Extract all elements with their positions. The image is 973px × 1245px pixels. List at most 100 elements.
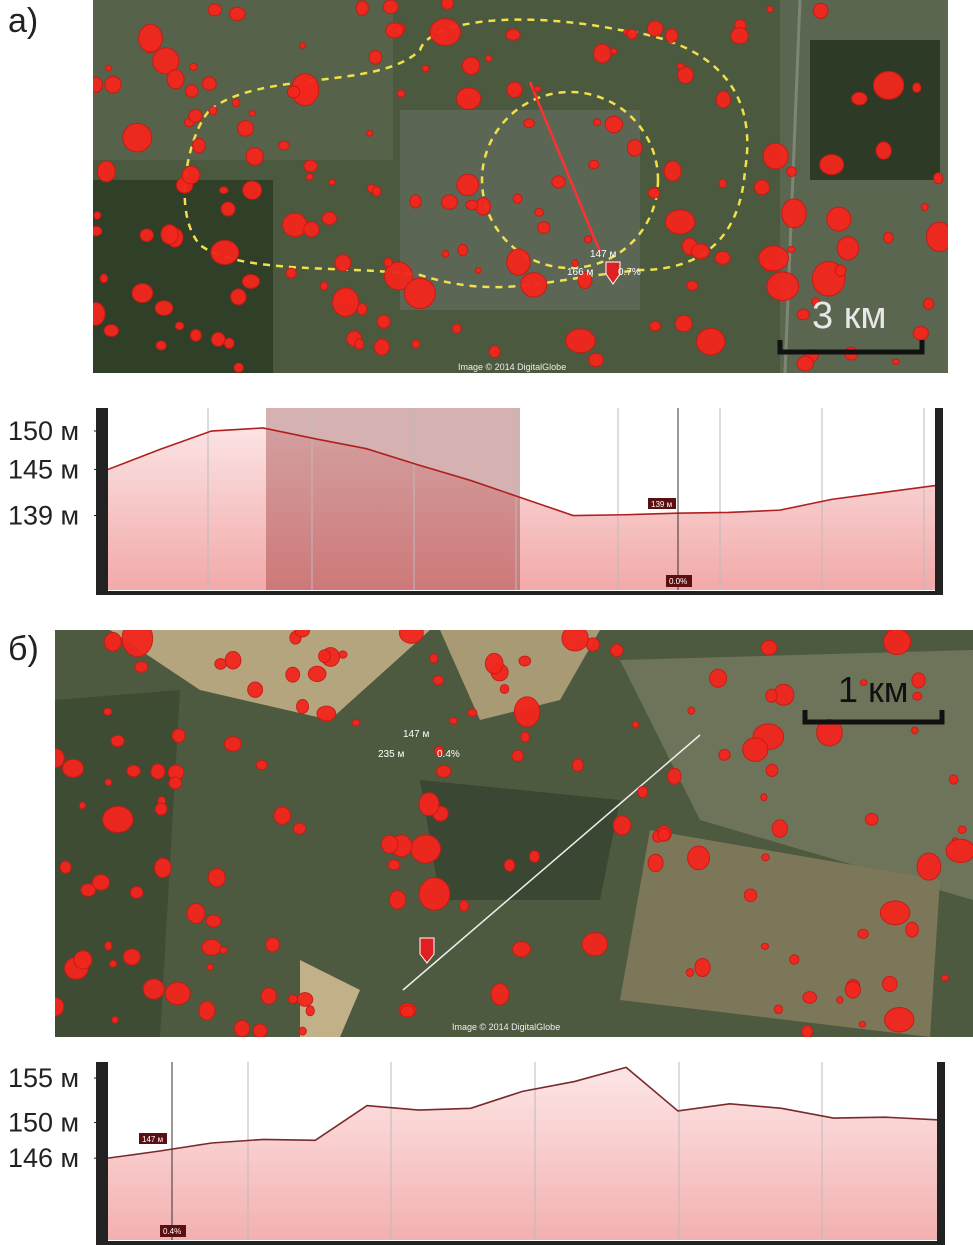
lake: [297, 993, 313, 1007]
lake: [411, 835, 441, 863]
lake: [242, 274, 259, 288]
lake: [293, 823, 305, 834]
lake: [884, 232, 893, 243]
lake: [802, 1026, 813, 1038]
lake: [521, 732, 530, 742]
lake: [772, 820, 787, 837]
marker-distance: 235 м: [378, 749, 404, 760]
lake: [766, 689, 777, 702]
lake: [74, 951, 92, 969]
lake: [92, 875, 109, 891]
lake: [761, 943, 768, 949]
lake: [381, 835, 398, 853]
lake: [155, 301, 173, 316]
lake: [234, 1020, 249, 1036]
marker-label: 139 м: [651, 500, 672, 509]
lake: [187, 903, 205, 923]
lake: [466, 200, 478, 210]
lake: [132, 284, 153, 303]
y-tick-label: 150 м: [8, 416, 79, 446]
lake: [419, 878, 450, 910]
lake: [513, 194, 522, 203]
lake: [127, 765, 140, 777]
lake: [410, 195, 421, 208]
lake: [485, 55, 492, 62]
image-credit: Image © 2014 DigitalGlobe: [458, 362, 566, 372]
lake: [593, 119, 600, 126]
lake: [744, 889, 756, 902]
lake: [167, 70, 184, 89]
lake: [140, 229, 153, 242]
lake: [677, 63, 684, 69]
lake: [229, 7, 245, 20]
lake: [687, 281, 698, 290]
lake: [697, 328, 725, 355]
lake: [675, 315, 692, 331]
lake: [457, 88, 481, 110]
lake: [803, 992, 817, 1004]
lake: [388, 860, 400, 870]
lake: [589, 353, 604, 366]
lake: [135, 661, 148, 672]
marker-label: 147 м: [142, 1135, 163, 1144]
lake: [763, 143, 788, 169]
y-tick-label: 146 м: [8, 1143, 79, 1173]
y-tick-label: 139 м: [8, 501, 79, 531]
lake: [489, 346, 500, 358]
lake: [913, 326, 928, 340]
lake: [688, 707, 695, 714]
lake: [220, 187, 229, 194]
lake: [873, 71, 903, 99]
lake: [234, 363, 243, 372]
lake: [161, 225, 178, 245]
lake: [500, 684, 509, 693]
lake: [582, 933, 607, 956]
lake: [374, 339, 389, 355]
lake: [104, 325, 118, 337]
lake: [306, 174, 313, 180]
lake: [647, 21, 662, 36]
lake: [754, 180, 769, 195]
lake: [86, 303, 105, 326]
lake: [253, 1024, 267, 1038]
lake: [507, 82, 522, 97]
lake: [94, 212, 101, 220]
lake: [475, 268, 481, 274]
lake: [716, 91, 730, 108]
lake: [611, 48, 617, 54]
lake: [169, 777, 182, 789]
lake: [941, 975, 948, 981]
lake: [491, 984, 509, 1005]
lake: [286, 268, 296, 278]
lake: [430, 19, 460, 46]
lake: [384, 258, 393, 267]
lake: [190, 63, 197, 70]
lake: [507, 249, 530, 275]
lake: [787, 247, 795, 253]
lake: [648, 188, 660, 198]
scale-label: 1 км: [838, 669, 909, 710]
lake: [845, 981, 860, 998]
lake: [47, 749, 64, 768]
lake: [858, 929, 868, 938]
lake: [790, 955, 799, 965]
lake: [880, 901, 909, 925]
lake: [521, 273, 547, 297]
lake: [319, 650, 331, 663]
lake: [274, 807, 291, 825]
lake: [686, 969, 694, 977]
lake: [352, 719, 360, 726]
lake: [190, 329, 201, 341]
lake: [211, 240, 239, 264]
lake: [650, 321, 661, 331]
lake: [105, 76, 121, 93]
lake: [719, 179, 726, 188]
lake: [220, 947, 228, 953]
lake: [827, 207, 851, 231]
lake: [912, 673, 925, 688]
page: {"panels": [ {"label": "а)", "map": {"sc…: [0, 0, 973, 1245]
lake: [202, 939, 221, 955]
lake: [584, 236, 591, 243]
lake: [123, 949, 140, 965]
lake: [208, 4, 221, 16]
